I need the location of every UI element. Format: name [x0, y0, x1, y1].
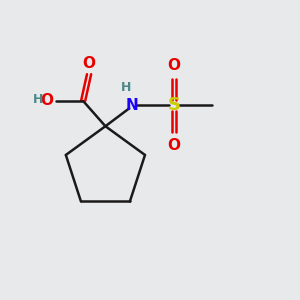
- Text: O: O: [40, 94, 53, 109]
- Text: O: O: [82, 56, 96, 71]
- Text: H: H: [121, 80, 131, 94]
- Text: S: S: [167, 96, 180, 114]
- Text: N: N: [126, 98, 139, 113]
- Text: O: O: [167, 58, 180, 73]
- Text: O: O: [167, 138, 180, 153]
- Text: H: H: [33, 93, 43, 106]
